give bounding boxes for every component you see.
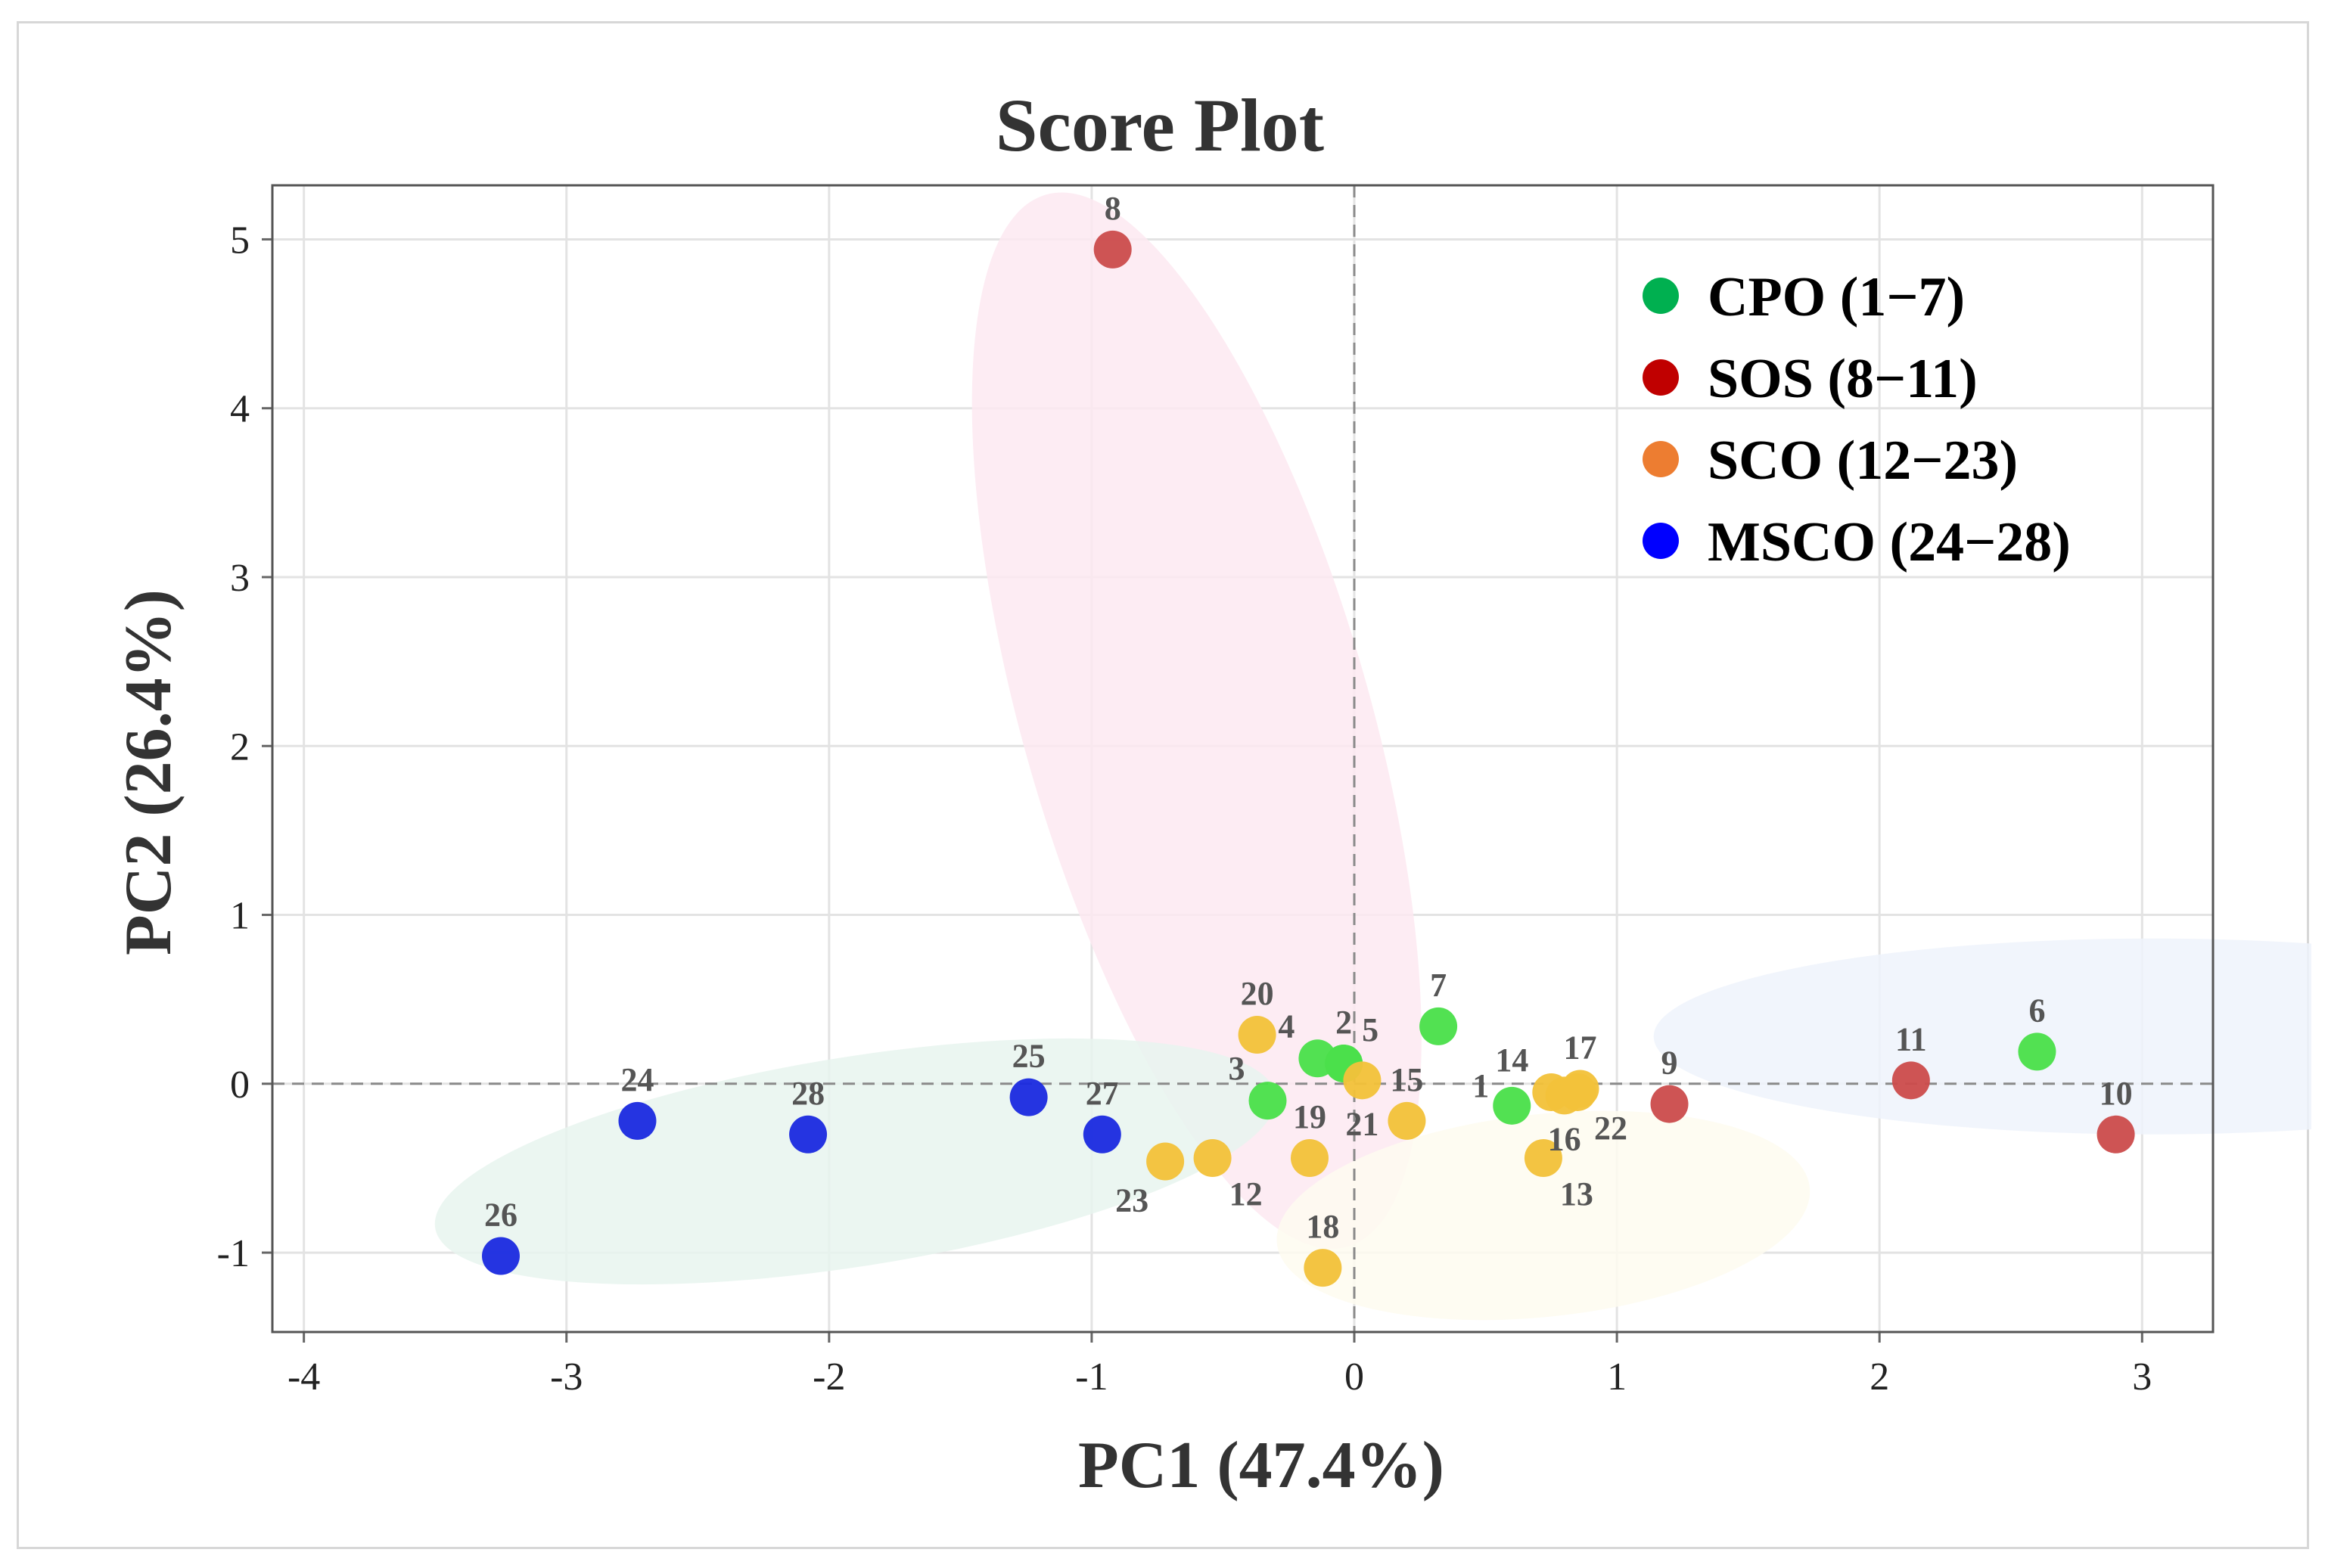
reference-lines [272, 185, 2213, 1332]
y-tick-label: 4 [230, 388, 250, 431]
legend-label: SCO (12−23) [1708, 430, 2018, 492]
point-label: 27 [1086, 1075, 1119, 1112]
point-label: 10 [2100, 1075, 2133, 1112]
point-label: 18 [1306, 1208, 1339, 1245]
point-label: 15 [1390, 1061, 1423, 1098]
x-axis-title: PC1 (47.4%) [1078, 1429, 1444, 1502]
legend: CPO (1−7) SOS (8−11) SCO (12−23) MSCO (24−2… [1643, 266, 2071, 573]
legend-label: MSCO (24−28) [1708, 511, 2071, 573]
point-label: 14 [1495, 1042, 1528, 1079]
legend-marker [1643, 359, 1679, 396]
confidence-ellipses [434, 192, 2311, 1321]
chart-title: Score Plot [996, 83, 1324, 167]
data-point [1146, 1142, 1185, 1181]
data-point [1238, 1016, 1276, 1054]
data-point [1083, 1115, 1121, 1153]
y-tick-label: 2 [230, 725, 250, 768]
x-tick-label: 3 [2132, 1355, 2152, 1399]
point-label: 21 [1345, 1105, 1378, 1142]
point-label: 19 [1293, 1098, 1326, 1135]
y-tick-label: 5 [230, 219, 250, 262]
point-label: 13 [1560, 1175, 1593, 1212]
data-point [2018, 1032, 2056, 1071]
confidence-ellipse [434, 1038, 1276, 1285]
legend-marker [1643, 523, 1679, 559]
data-point [1193, 1139, 1232, 1178]
data-point [1093, 230, 1132, 269]
confidence-ellipse [1276, 1110, 1810, 1321]
x-tick-label: 2 [1870, 1355, 1889, 1399]
confidence-ellipse [971, 192, 1422, 1249]
point-label: 12 [1229, 1175, 1263, 1212]
data-point [2096, 1115, 2135, 1153]
data-point [1291, 1139, 1329, 1178]
point-label: 28 [791, 1075, 825, 1112]
legend-marker [1643, 278, 1679, 314]
chart-frame: Score Plot 1 2 3 4 5 6 7 8 9 10 11 12 13 14 15 16 17 18 19… [17, 21, 2311, 1549]
y-axis-title: PC2 (26.4%) [112, 589, 185, 955]
data-point [1891, 1061, 1930, 1100]
point-label: 24 [620, 1061, 654, 1098]
point-label: 6 [2028, 992, 2045, 1029]
plot-border [271, 184, 2215, 1334]
data-point [1248, 1082, 1287, 1120]
x-tick-label: 1 [1607, 1355, 1627, 1399]
point-label: 26 [484, 1197, 518, 1234]
point-label: 22 [1594, 1110, 1627, 1147]
data-point [1559, 1073, 1597, 1111]
data-point [1304, 1249, 1342, 1287]
point-label: 9 [1661, 1045, 1678, 1082]
x-tick-label: 0 [1344, 1355, 1364, 1399]
data-point [1524, 1139, 1562, 1178]
data-point [481, 1237, 520, 1275]
legend-marker [1643, 441, 1679, 477]
point-label: 25 [1012, 1038, 1046, 1075]
legend-label: SOS (8−11) [1708, 348, 1978, 410]
point-label: 23 [1115, 1181, 1148, 1219]
y-tick-label: 3 [230, 557, 250, 600]
point-label: 1 [1472, 1067, 1489, 1104]
data-point [1343, 1061, 1382, 1100]
x-tick-label: -1 [1075, 1355, 1108, 1399]
point-label: 7 [1430, 967, 1447, 1004]
data-point [789, 1115, 828, 1153]
legend-label: CPO (1−7) [1708, 266, 1965, 328]
data-points [481, 230, 2135, 1287]
point-label: 11 [1895, 1020, 1927, 1057]
y-tick-label: 1 [230, 895, 250, 938]
point-label: 8 [1105, 190, 1121, 227]
y-tick-label: -1 [217, 1232, 250, 1275]
point-label: 5 [1362, 1011, 1378, 1048]
x-tick-label: -4 [288, 1355, 320, 1399]
data-point [1493, 1086, 1531, 1125]
x-tick-label: -2 [813, 1355, 845, 1399]
x-tick-label: -3 [550, 1355, 583, 1399]
point-label: 2 [1335, 1004, 1352, 1041]
y-tick-label: 0 [230, 1063, 250, 1107]
point-label: 17 [1564, 1029, 1597, 1066]
data-point [1650, 1085, 1689, 1123]
data-point [1388, 1101, 1426, 1140]
point-label: 4 [1278, 1008, 1295, 1045]
point-label: 16 [1548, 1120, 1581, 1157]
data-point [618, 1101, 657, 1140]
confidence-ellipse [1653, 938, 2311, 1135]
point-label: 20 [1241, 975, 1274, 1012]
point-label: 3 [1228, 1050, 1245, 1087]
data-point [1419, 1007, 1458, 1045]
data-point [1009, 1078, 1048, 1116]
